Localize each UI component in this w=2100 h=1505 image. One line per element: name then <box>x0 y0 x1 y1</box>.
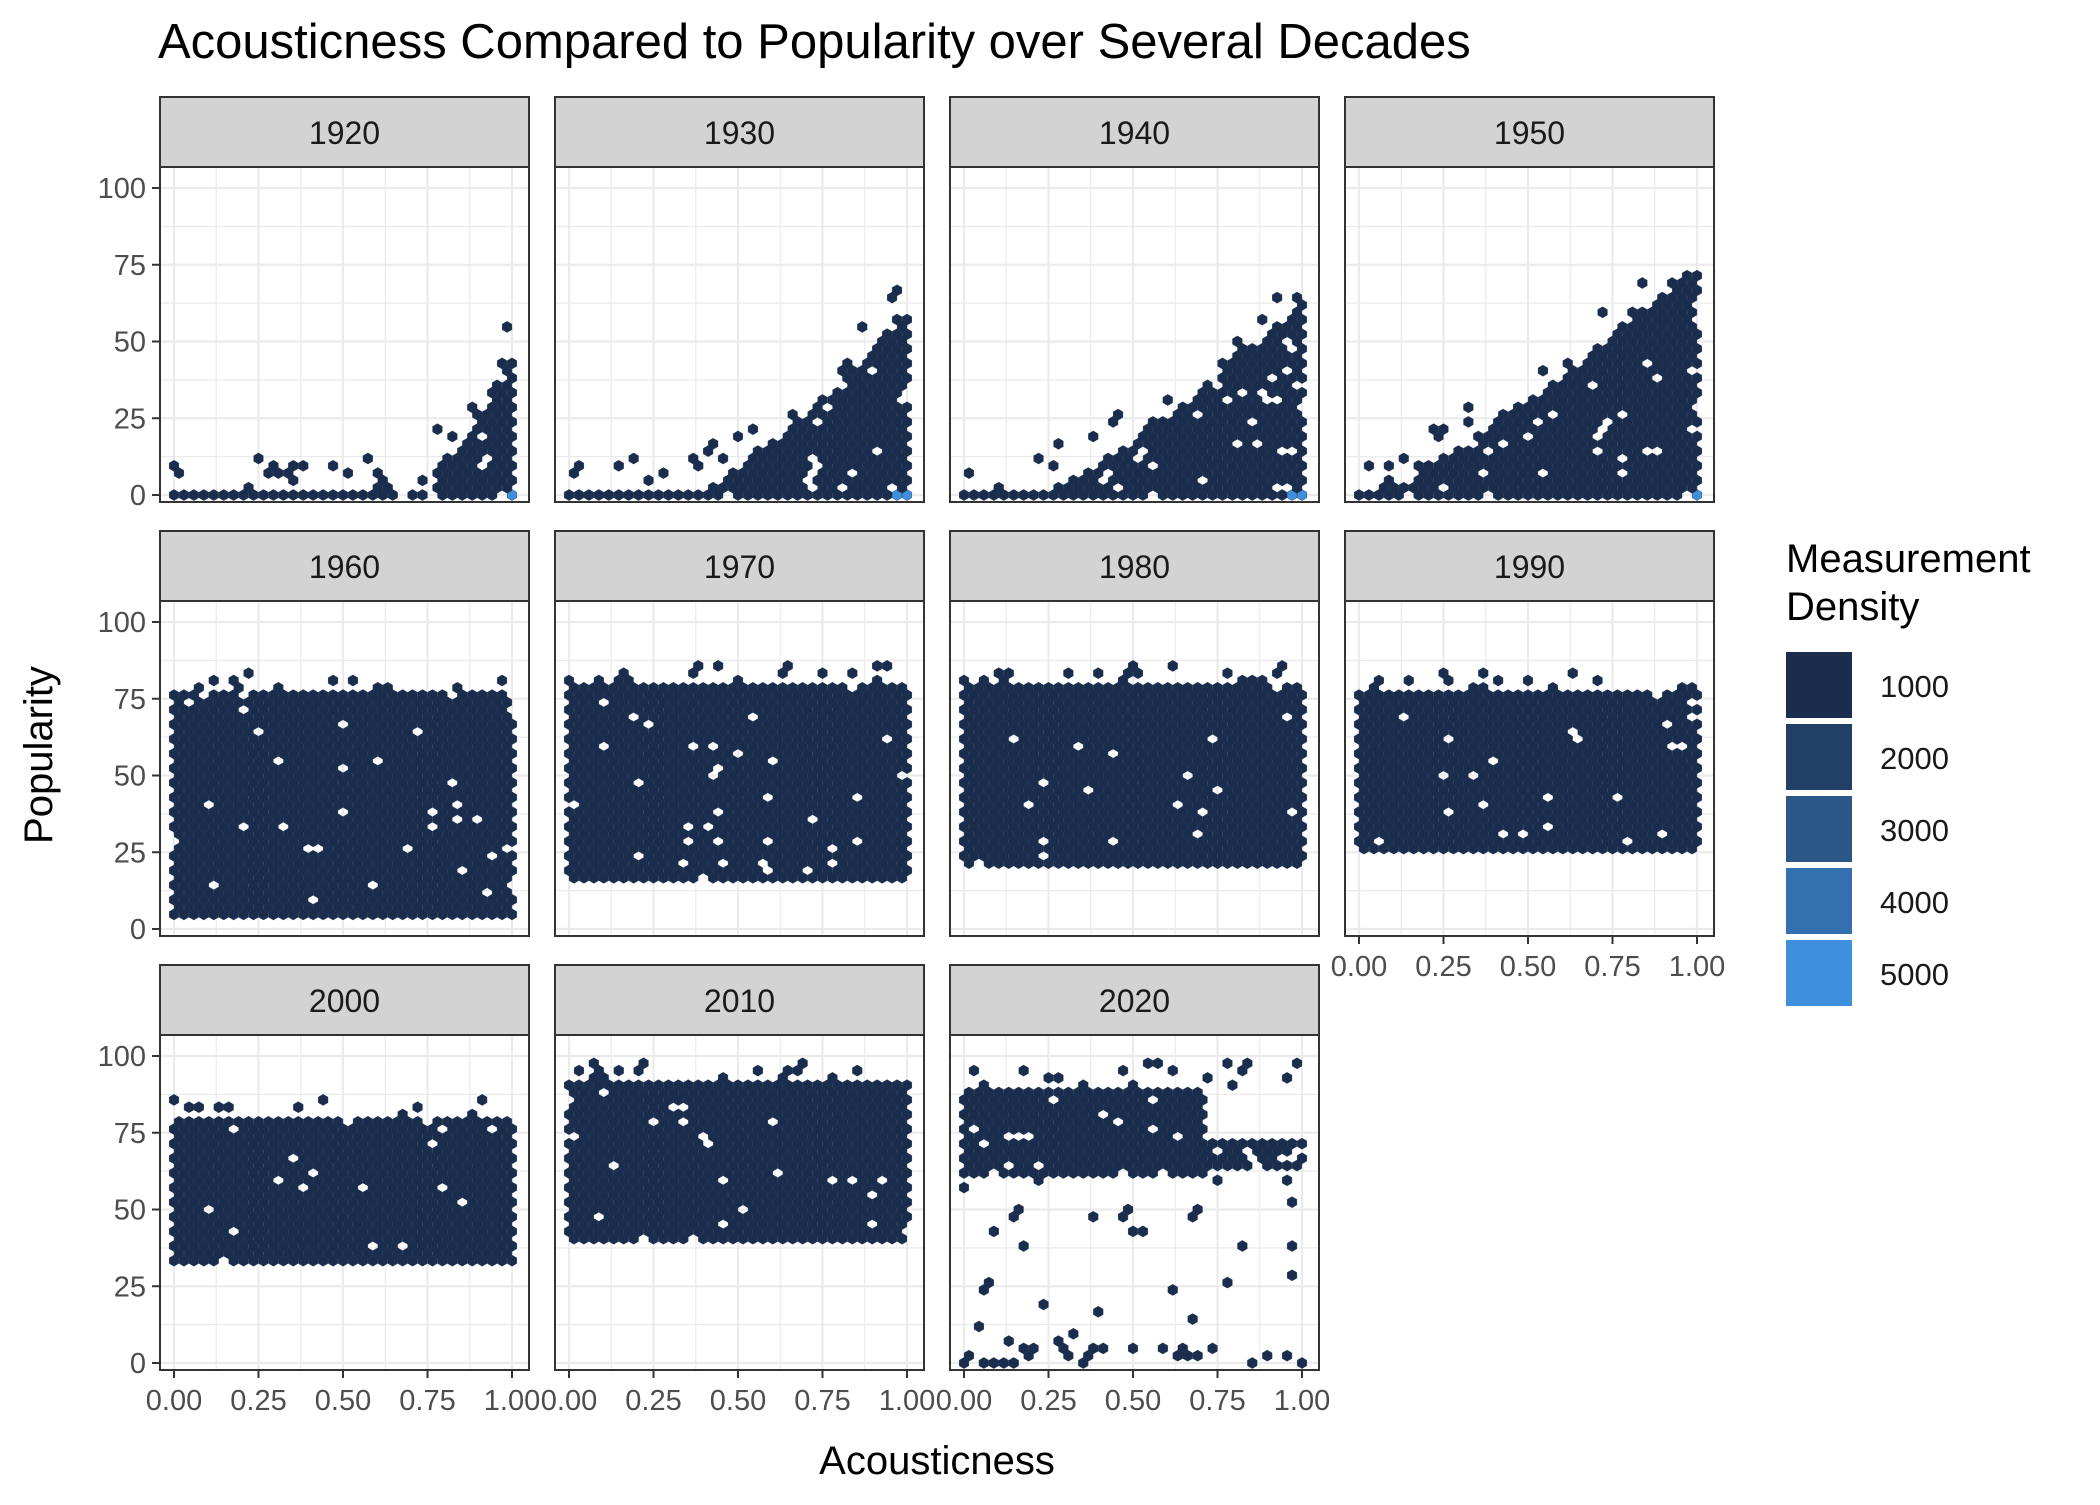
hexbins <box>564 660 912 883</box>
hexbins <box>169 668 517 920</box>
y-tick-label: 100 <box>98 607 146 639</box>
facet-label: 1960 <box>309 549 380 585</box>
y-tick-label: 75 <box>114 250 146 282</box>
y-axis-title: Popularity <box>17 666 61 844</box>
chart-title: Acousticness Compared to Popularity over… <box>158 15 1471 69</box>
facet-label: 1990 <box>1494 549 1565 585</box>
facet-panel-1920: 1920 0 25 50 75 100 <box>98 97 529 512</box>
facet-panel-1960: 1960 0 25 50 75 100 <box>98 531 529 946</box>
facet-label: 1920 <box>309 115 380 151</box>
facet-label: 1980 <box>1099 549 1170 585</box>
facet-label: 1950 <box>1494 115 1565 151</box>
y-tick-label: 0 <box>130 480 146 512</box>
hexbins <box>959 660 1307 869</box>
y-tick-label: 25 <box>114 837 146 869</box>
facet-panel-1940: 1940 <box>950 97 1319 502</box>
facet-panels: 1920 0 25 50 75 100 1930 1940 1950 1960 0 25 50 75 100… <box>98 97 1726 1417</box>
facet-panel-1930: 1930 <box>555 97 924 502</box>
y-tick-label: 50 <box>114 761 146 793</box>
facet-label: 1940 <box>1099 115 1170 151</box>
y-tick-label: 100 <box>98 173 146 205</box>
x-axis-title: Acousticness <box>819 1439 1055 1483</box>
hexbins <box>1354 668 1702 855</box>
facet-label: 1930 <box>704 115 775 151</box>
y-tick-label: 75 <box>114 684 146 716</box>
y-tick-label: 0 <box>130 914 146 946</box>
facet-panel-1970: 1970 <box>555 531 924 936</box>
y-tick-label: 25 <box>114 403 146 435</box>
y-tick-label: 50 <box>114 327 146 359</box>
facet-label: 1970 <box>704 549 775 585</box>
facet-panel-1980: 1980 <box>950 531 1319 936</box>
facet-panel-1950: 1950 <box>1345 97 1714 502</box>
